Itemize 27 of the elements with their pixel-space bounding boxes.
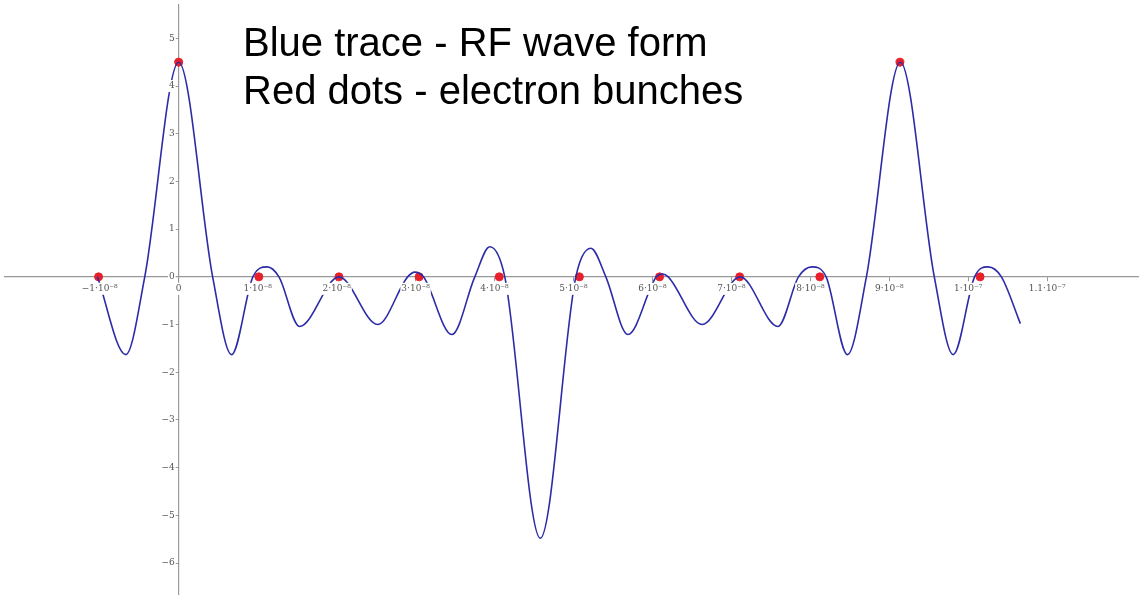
- y-tick-label: −6: [161, 557, 175, 568]
- y-tick-label: 4: [168, 80, 175, 91]
- y-tick-label: 5: [168, 32, 175, 43]
- x-tick-label: 6·10⁻⁸: [638, 283, 668, 294]
- x-tick-label: 8·10⁻⁸: [796, 283, 825, 294]
- y-tick-label: −4: [161, 461, 175, 472]
- x-tick-label: −1·10⁻⁸: [81, 283, 119, 294]
- annotation: Red dots - electron bunches: [243, 67, 744, 114]
- x-tick-label: 2·10⁻⁸: [322, 283, 352, 294]
- annotation: Blue trace - RF wave form: [243, 19, 709, 66]
- x-tick-label: 1·10⁻⁸: [243, 283, 273, 294]
- x-tick-label: 1.1·10⁻⁷: [1028, 283, 1067, 294]
- x-tick-label: 9·10⁻⁸: [875, 283, 904, 294]
- y-tick-label: 2: [168, 175, 175, 186]
- y-tick-label: 3: [168, 128, 175, 139]
- x-tick-label: 4·10⁻⁸: [480, 283, 510, 294]
- x-tick-label: 3·10⁻⁸: [401, 283, 431, 294]
- y-tick-label: −3: [161, 414, 175, 425]
- x-tick-label: 1·10⁻⁷: [954, 283, 983, 294]
- y-tick-label: −1: [161, 318, 175, 329]
- x-tick-label: 7·10⁻⁸: [717, 283, 746, 294]
- y-tick-label: 1: [168, 223, 175, 234]
- x-tick-label: 0: [175, 283, 182, 294]
- x-tick-label: 5·10⁻⁸: [559, 283, 589, 294]
- y-tick-label: −2: [161, 366, 175, 377]
- y-tick-label: 0: [168, 271, 175, 282]
- y-tick-label: −5: [161, 509, 175, 520]
